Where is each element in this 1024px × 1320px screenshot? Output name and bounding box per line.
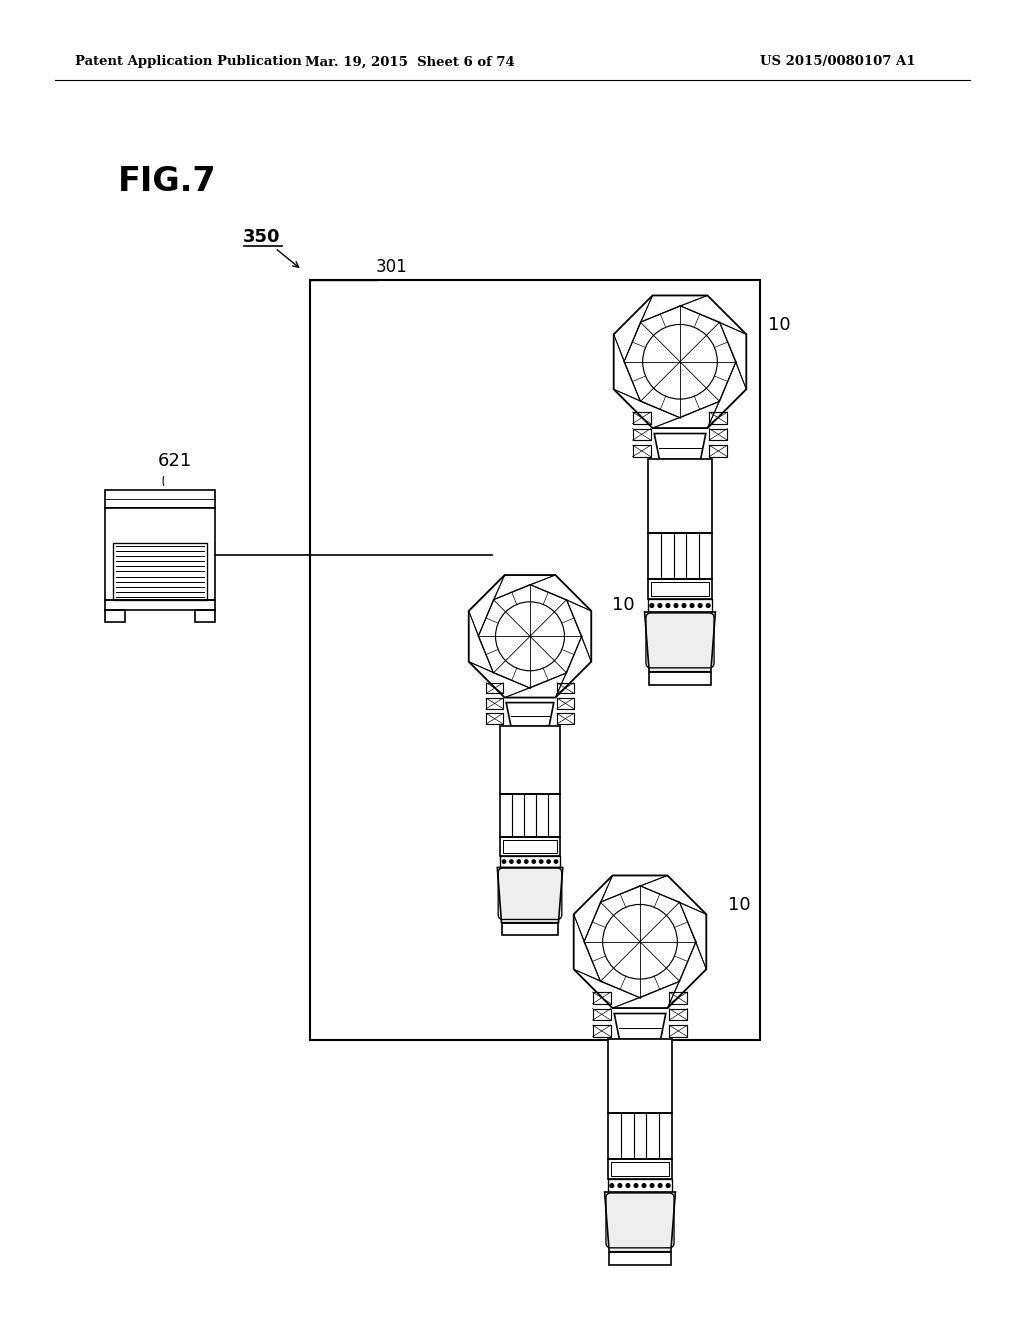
Bar: [501, 795, 560, 837]
Bar: [486, 698, 503, 709]
Text: 350: 350: [244, 228, 281, 246]
Bar: [105, 490, 215, 508]
Bar: [709, 412, 727, 424]
Circle shape: [634, 1183, 639, 1188]
Circle shape: [609, 1183, 614, 1188]
Bar: [105, 610, 125, 622]
Bar: [486, 713, 503, 723]
Bar: [633, 445, 651, 457]
Bar: [709, 429, 727, 440]
Text: 10: 10: [728, 896, 751, 913]
Circle shape: [666, 603, 671, 609]
Circle shape: [641, 1183, 646, 1188]
Bar: [486, 682, 503, 693]
Bar: [608, 1159, 672, 1179]
Text: 10: 10: [612, 597, 635, 614]
Bar: [608, 1039, 672, 1113]
Bar: [501, 726, 560, 795]
Circle shape: [516, 859, 521, 863]
Text: Mar. 19, 2015  Sheet 6 of 74: Mar. 19, 2015 Sheet 6 of 74: [305, 55, 515, 69]
Bar: [611, 1162, 669, 1176]
Text: Patent Application Publication: Patent Application Publication: [75, 55, 302, 69]
Text: FIG.7: FIG.7: [118, 165, 217, 198]
Bar: [648, 579, 713, 599]
Bar: [503, 840, 557, 853]
Text: 621: 621: [158, 451, 193, 470]
Circle shape: [502, 859, 506, 863]
Circle shape: [524, 859, 528, 863]
Text: 10: 10: [768, 315, 791, 334]
Circle shape: [509, 859, 514, 863]
Bar: [557, 682, 573, 693]
Circle shape: [706, 603, 711, 609]
Polygon shape: [644, 612, 716, 672]
Bar: [105, 508, 215, 601]
Circle shape: [546, 859, 551, 863]
Bar: [648, 459, 713, 533]
Circle shape: [531, 859, 537, 863]
Polygon shape: [604, 1192, 676, 1251]
Circle shape: [689, 603, 694, 609]
Bar: [608, 1113, 672, 1159]
Bar: [593, 1026, 611, 1036]
Circle shape: [697, 603, 702, 609]
Circle shape: [554, 859, 558, 863]
Circle shape: [617, 1183, 623, 1188]
Bar: [557, 713, 573, 723]
Bar: [669, 1008, 687, 1020]
Circle shape: [539, 859, 544, 863]
Bar: [105, 601, 215, 610]
Polygon shape: [498, 867, 563, 923]
Text: US 2015/0080107 A1: US 2015/0080107 A1: [760, 55, 915, 69]
Bar: [709, 445, 727, 457]
Circle shape: [649, 603, 654, 609]
Text: 301: 301: [376, 257, 408, 276]
Bar: [669, 1026, 687, 1036]
Bar: [669, 993, 687, 1003]
Bar: [649, 672, 711, 685]
Bar: [648, 599, 713, 612]
Bar: [648, 533, 713, 579]
Bar: [609, 1251, 671, 1265]
Bar: [502, 923, 558, 935]
Circle shape: [674, 603, 679, 609]
Circle shape: [681, 603, 687, 609]
Bar: [593, 993, 611, 1003]
Bar: [114, 543, 207, 601]
Circle shape: [657, 603, 663, 609]
Bar: [608, 1179, 672, 1192]
Circle shape: [626, 1183, 631, 1188]
Bar: [195, 610, 215, 622]
Circle shape: [666, 1183, 671, 1188]
Bar: [501, 855, 560, 867]
Bar: [633, 429, 651, 440]
Bar: [633, 412, 651, 424]
Circle shape: [649, 1183, 654, 1188]
Bar: [651, 582, 709, 597]
Bar: [501, 837, 560, 855]
Bar: [310, 280, 760, 1040]
Circle shape: [657, 1183, 663, 1188]
Bar: [557, 698, 573, 709]
Bar: [593, 1008, 611, 1020]
